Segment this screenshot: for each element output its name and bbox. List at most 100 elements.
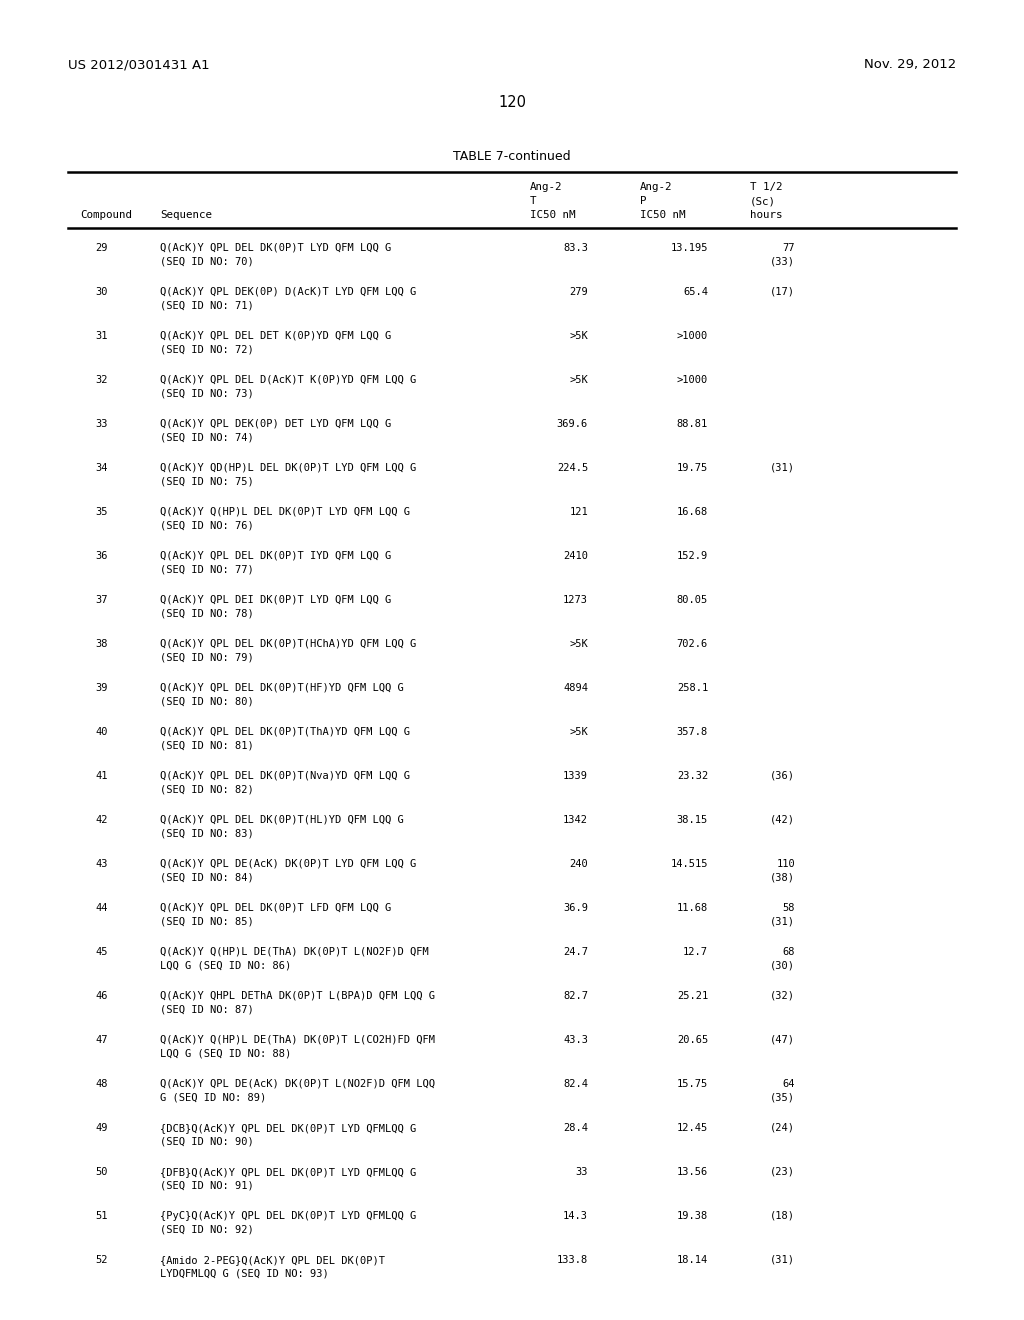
Text: 77: 77 bbox=[782, 243, 795, 253]
Text: 120: 120 bbox=[498, 95, 526, 110]
Text: >5K: >5K bbox=[569, 727, 588, 737]
Text: 34: 34 bbox=[95, 463, 108, 473]
Text: (23): (23) bbox=[770, 1167, 795, 1177]
Text: 13.56: 13.56 bbox=[677, 1167, 708, 1177]
Text: 1339: 1339 bbox=[563, 771, 588, 781]
Text: 80.05: 80.05 bbox=[677, 595, 708, 605]
Text: (38): (38) bbox=[770, 873, 795, 882]
Text: 51: 51 bbox=[95, 1210, 108, 1221]
Text: 19.38: 19.38 bbox=[677, 1210, 708, 1221]
Text: Q(AcK)Y QPL DEL DK(0P)T(HL)YD QFM LQQ G: Q(AcK)Y QPL DEL DK(0P)T(HL)YD QFM LQQ G bbox=[160, 814, 403, 825]
Text: (SEQ ID NO: 71): (SEQ ID NO: 71) bbox=[160, 300, 254, 310]
Text: (SEQ ID NO: 91): (SEQ ID NO: 91) bbox=[160, 1180, 254, 1191]
Text: T: T bbox=[530, 195, 537, 206]
Text: 16.68: 16.68 bbox=[677, 507, 708, 517]
Text: Ang-2: Ang-2 bbox=[530, 182, 562, 191]
Text: Q(AcK)Y QPL DEL DK(0P)T(Nva)YD QFM LQQ G: Q(AcK)Y QPL DEL DK(0P)T(Nva)YD QFM LQQ G bbox=[160, 771, 410, 781]
Text: (35): (35) bbox=[770, 1092, 795, 1102]
Text: Q(AcK)Y QPL DEL DK(0P)T(ThA)YD QFM LQQ G: Q(AcK)Y QPL DEL DK(0P)T(ThA)YD QFM LQQ G bbox=[160, 727, 410, 737]
Text: 14.3: 14.3 bbox=[563, 1210, 588, 1221]
Text: 33: 33 bbox=[575, 1167, 588, 1177]
Text: 36: 36 bbox=[95, 550, 108, 561]
Text: Ang-2: Ang-2 bbox=[640, 182, 673, 191]
Text: 45: 45 bbox=[95, 946, 108, 957]
Text: 43.3: 43.3 bbox=[563, 1035, 588, 1045]
Text: 4894: 4894 bbox=[563, 682, 588, 693]
Text: Q(AcK)Y Q(HP)L DE(ThA) DK(0P)T L(CO2H)FD QFM: Q(AcK)Y Q(HP)L DE(ThA) DK(0P)T L(CO2H)FD… bbox=[160, 1035, 435, 1045]
Text: >5K: >5K bbox=[569, 331, 588, 341]
Text: 40: 40 bbox=[95, 727, 108, 737]
Text: 110: 110 bbox=[776, 859, 795, 869]
Text: 18.14: 18.14 bbox=[677, 1255, 708, 1265]
Text: 23.32: 23.32 bbox=[677, 771, 708, 781]
Text: {DCB}Q(AcK)Y QPL DEL DK(0P)T LYD QFMLQQ G: {DCB}Q(AcK)Y QPL DEL DK(0P)T LYD QFMLQQ … bbox=[160, 1123, 416, 1133]
Text: (33): (33) bbox=[770, 256, 795, 267]
Text: (SEQ ID NO: 82): (SEQ ID NO: 82) bbox=[160, 784, 254, 795]
Text: (17): (17) bbox=[770, 286, 795, 297]
Text: 39: 39 bbox=[95, 682, 108, 693]
Text: 43: 43 bbox=[95, 859, 108, 869]
Text: 152.9: 152.9 bbox=[677, 550, 708, 561]
Text: 47: 47 bbox=[95, 1035, 108, 1045]
Text: (Sc): (Sc) bbox=[750, 195, 776, 206]
Text: 82.4: 82.4 bbox=[563, 1078, 588, 1089]
Text: (32): (32) bbox=[770, 991, 795, 1001]
Text: LQQ G (SEQ ID NO: 86): LQQ G (SEQ ID NO: 86) bbox=[160, 960, 291, 970]
Text: {PyC}Q(AcK)Y QPL DEL DK(0P)T LYD QFMLQQ G: {PyC}Q(AcK)Y QPL DEL DK(0P)T LYD QFMLQQ … bbox=[160, 1210, 416, 1221]
Text: 31: 31 bbox=[95, 331, 108, 341]
Text: 41: 41 bbox=[95, 771, 108, 781]
Text: Q(AcK)Y QPL DEL DK(0P)T(HF)YD QFM LQQ G: Q(AcK)Y QPL DEL DK(0P)T(HF)YD QFM LQQ G bbox=[160, 682, 403, 693]
Text: 38.15: 38.15 bbox=[677, 814, 708, 825]
Text: (SEQ ID NO: 83): (SEQ ID NO: 83) bbox=[160, 828, 254, 838]
Text: (SEQ ID NO: 85): (SEQ ID NO: 85) bbox=[160, 916, 254, 927]
Text: (18): (18) bbox=[770, 1210, 795, 1221]
Text: 357.8: 357.8 bbox=[677, 727, 708, 737]
Text: 702.6: 702.6 bbox=[677, 639, 708, 649]
Text: 38: 38 bbox=[95, 639, 108, 649]
Text: 68: 68 bbox=[782, 946, 795, 957]
Text: 65.4: 65.4 bbox=[683, 286, 708, 297]
Text: 25.21: 25.21 bbox=[677, 991, 708, 1001]
Text: 258.1: 258.1 bbox=[677, 682, 708, 693]
Text: TABLE 7-continued: TABLE 7-continued bbox=[454, 150, 570, 162]
Text: Q(AcK)Y QPL DEI DK(0P)T LYD QFM LQQ G: Q(AcK)Y QPL DEI DK(0P)T LYD QFM LQQ G bbox=[160, 595, 391, 605]
Text: Q(AcK)Y QHPL DEThA DK(0P)T L(BPA)D QFM LQQ G: Q(AcK)Y QHPL DEThA DK(0P)T L(BPA)D QFM L… bbox=[160, 991, 435, 1001]
Text: 369.6: 369.6 bbox=[557, 418, 588, 429]
Text: Q(AcK)Y QPL DEL DK(0P)T LFD QFM LQQ G: Q(AcK)Y QPL DEL DK(0P)T LFD QFM LQQ G bbox=[160, 903, 391, 913]
Text: (SEQ ID NO: 70): (SEQ ID NO: 70) bbox=[160, 256, 254, 267]
Text: 35: 35 bbox=[95, 507, 108, 517]
Text: 44: 44 bbox=[95, 903, 108, 913]
Text: Q(AcK)Y QPL DEK(0P) D(AcK)T LYD QFM LQQ G: Q(AcK)Y QPL DEK(0P) D(AcK)T LYD QFM LQQ … bbox=[160, 286, 416, 297]
Text: Nov. 29, 2012: Nov. 29, 2012 bbox=[864, 58, 956, 71]
Text: hours: hours bbox=[750, 210, 782, 220]
Text: Q(AcK)Y Q(HP)L DEL DK(0P)T LYD QFM LQQ G: Q(AcK)Y Q(HP)L DEL DK(0P)T LYD QFM LQQ G bbox=[160, 507, 410, 517]
Text: >5K: >5K bbox=[569, 375, 588, 385]
Text: (SEQ ID NO: 87): (SEQ ID NO: 87) bbox=[160, 1005, 254, 1014]
Text: (SEQ ID NO: 84): (SEQ ID NO: 84) bbox=[160, 873, 254, 882]
Text: Q(AcK)Y QD(HP)L DEL DK(0P)T LYD QFM LQQ G: Q(AcK)Y QD(HP)L DEL DK(0P)T LYD QFM LQQ … bbox=[160, 463, 416, 473]
Text: 42: 42 bbox=[95, 814, 108, 825]
Text: (SEQ ID NO: 80): (SEQ ID NO: 80) bbox=[160, 696, 254, 706]
Text: Q(AcK)Y QPL DE(AcK) DK(0P)T L(NO2F)D QFM LQQ: Q(AcK)Y QPL DE(AcK) DK(0P)T L(NO2F)D QFM… bbox=[160, 1078, 435, 1089]
Text: 33: 33 bbox=[95, 418, 108, 429]
Text: (SEQ ID NO: 90): (SEQ ID NO: 90) bbox=[160, 1137, 254, 1146]
Text: 37: 37 bbox=[95, 595, 108, 605]
Text: IC50 nM: IC50 nM bbox=[530, 210, 575, 220]
Text: 15.75: 15.75 bbox=[677, 1078, 708, 1089]
Text: Q(AcK)Y QPL DEL D(AcK)T K(0P)YD QFM LQQ G: Q(AcK)Y QPL DEL D(AcK)T K(0P)YD QFM LQQ … bbox=[160, 375, 416, 385]
Text: 32: 32 bbox=[95, 375, 108, 385]
Text: >1000: >1000 bbox=[677, 331, 708, 341]
Text: 88.81: 88.81 bbox=[677, 418, 708, 429]
Text: (47): (47) bbox=[770, 1035, 795, 1045]
Text: 29: 29 bbox=[95, 243, 108, 253]
Text: {Amido 2-PEG}Q(AcK)Y QPL DEL DK(0P)T: {Amido 2-PEG}Q(AcK)Y QPL DEL DK(0P)T bbox=[160, 1255, 385, 1265]
Text: (42): (42) bbox=[770, 814, 795, 825]
Text: Q(AcK)Y QPL DE(AcK) DK(0P)T LYD QFM LQQ G: Q(AcK)Y QPL DE(AcK) DK(0P)T LYD QFM LQQ … bbox=[160, 859, 416, 869]
Text: 19.75: 19.75 bbox=[677, 463, 708, 473]
Text: >5K: >5K bbox=[569, 639, 588, 649]
Text: 82.7: 82.7 bbox=[563, 991, 588, 1001]
Text: 83.3: 83.3 bbox=[563, 243, 588, 253]
Text: LYDQFMLQQ G (SEQ ID NO: 93): LYDQFMLQQ G (SEQ ID NO: 93) bbox=[160, 1269, 329, 1278]
Text: (SEQ ID NO: 79): (SEQ ID NO: 79) bbox=[160, 652, 254, 663]
Text: T 1/2: T 1/2 bbox=[750, 182, 782, 191]
